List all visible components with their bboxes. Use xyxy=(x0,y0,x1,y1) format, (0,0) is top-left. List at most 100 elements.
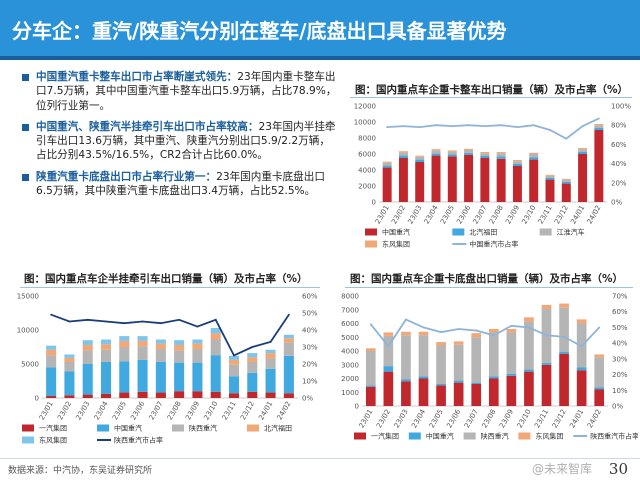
bar-segment xyxy=(46,367,57,396)
legend-label: 陕西重汽市占率 xyxy=(114,436,163,445)
bar-segment xyxy=(383,371,394,406)
y-tick-label: 0 xyxy=(372,199,376,207)
x-tick-label: 23/10 xyxy=(520,204,537,225)
bar-segment xyxy=(578,152,588,154)
bar-segment xyxy=(576,370,587,406)
y2-tick-label: 20% xyxy=(612,371,628,379)
bar-segment xyxy=(453,380,464,383)
share-point xyxy=(597,117,600,120)
bar-segment xyxy=(228,376,240,394)
x-tick-label: 23/09 xyxy=(504,204,521,225)
x-tick-label: 24/02 xyxy=(586,408,603,429)
chart2-svg: 0 5000 10000 15000 0% 10% 20% 30% 40% 50% 60% 23/01… xyxy=(17,293,318,445)
bar-segment xyxy=(210,391,221,398)
bar-segment xyxy=(436,385,446,406)
bar-segment xyxy=(415,159,425,162)
bar-segment xyxy=(365,348,376,351)
legend-swatch xyxy=(452,228,465,236)
y-tick-label: 6000 xyxy=(341,320,359,328)
bar-segment xyxy=(401,335,411,380)
share-point xyxy=(528,326,530,329)
x-tick-label: 23/04 xyxy=(93,400,110,422)
legend-label: 北汽福田 xyxy=(264,424,292,433)
y2-tick-label: 10% xyxy=(302,378,318,386)
bullet-square-icon xyxy=(22,123,29,131)
bar-segment xyxy=(398,152,408,156)
y2-tick-label: 50% xyxy=(612,324,628,332)
y2-tick-label: 0% xyxy=(302,395,313,403)
bar-segment xyxy=(401,331,411,336)
y-tick-label: 0 xyxy=(35,395,39,403)
bar-segment xyxy=(471,333,482,338)
y2-tick-label: 40% xyxy=(612,340,628,348)
share-point xyxy=(50,313,53,316)
share-point xyxy=(141,320,144,323)
bar-segment xyxy=(447,151,457,155)
legend-label: 陕西重汽市占率 xyxy=(590,432,638,441)
share-point xyxy=(581,125,584,128)
bar-segment xyxy=(436,345,446,384)
bar-segment xyxy=(496,158,506,202)
bar-segment xyxy=(559,303,569,308)
x-tick-label: 23/05 xyxy=(111,400,128,421)
bar-segment xyxy=(594,128,604,130)
chart3-title: 图：国内重点车企重卡底盘出口销量（辆）及市占率（%） xyxy=(350,273,624,285)
x-tick-label: 24/01 xyxy=(257,400,274,421)
x-tick-label: 23/11 xyxy=(533,408,550,429)
y2-tick-label: 60% xyxy=(612,308,628,316)
share-point xyxy=(233,354,235,357)
x-tick-label: 23/10 xyxy=(202,400,219,421)
page-number: 30 xyxy=(608,460,628,478)
bar-segment xyxy=(192,362,203,392)
x-tick-label: 23/08 xyxy=(480,408,497,429)
bar-segment xyxy=(418,378,429,406)
share-point xyxy=(565,137,568,140)
bar-segment xyxy=(506,332,517,374)
bar-segment xyxy=(524,371,534,406)
share-point xyxy=(68,320,71,323)
y2-tick-label: 30% xyxy=(302,344,318,352)
bar-segment xyxy=(174,350,185,363)
bar-segment xyxy=(541,304,552,310)
x-tick-label: 23/02 xyxy=(375,408,392,429)
bar-segment xyxy=(155,343,166,350)
share-point xyxy=(251,346,254,348)
y-tick-label: 2000 xyxy=(341,375,359,383)
share-point xyxy=(214,318,217,321)
source-note: 数据来源：中汽协，东吴证券研究所 xyxy=(8,466,153,476)
y2-tick-label: 70% xyxy=(612,293,628,301)
bar-segment xyxy=(137,346,148,360)
y-tick-label: 1000 xyxy=(341,389,359,397)
legend-swatch xyxy=(22,424,34,432)
watermark: @未来智库 xyxy=(531,462,592,476)
bar-segment xyxy=(578,149,588,152)
bar-segment xyxy=(365,386,376,406)
x-tick-label: 23/09 xyxy=(184,400,201,421)
share-point xyxy=(402,125,405,128)
legend-label: 陕西重汽 xyxy=(189,424,217,433)
share-point xyxy=(196,325,199,328)
bar-segment xyxy=(496,153,506,157)
bar-segment xyxy=(464,152,474,155)
bar-segment xyxy=(383,366,394,372)
share-point xyxy=(580,345,583,348)
y-tick-label: 2000 xyxy=(358,183,376,191)
share-point xyxy=(435,124,437,127)
bar-segment xyxy=(453,341,464,345)
bar-segment xyxy=(64,371,75,396)
bar-segment xyxy=(464,148,474,150)
share-point xyxy=(500,124,503,127)
y-tick-label: 8000 xyxy=(341,293,359,301)
legend-label: 江淮汽车 xyxy=(557,228,585,237)
bar-segment xyxy=(401,379,411,382)
bullet-body: 23年国内半挂牵引车出口13.6万辆，其中重汽、陕重汽分别出口5.9/2.2万辆… xyxy=(36,120,336,162)
y-tick-label: 8000 xyxy=(358,135,376,143)
y2-tick-label: 80% xyxy=(611,122,627,130)
bar-segment xyxy=(82,350,93,364)
bar-segment xyxy=(431,149,441,151)
bar-segment xyxy=(119,336,130,341)
bar-segment xyxy=(283,334,294,339)
y-tick-label: 5000 xyxy=(21,361,39,369)
bar-segment xyxy=(82,364,93,395)
bar-segment xyxy=(545,174,555,176)
